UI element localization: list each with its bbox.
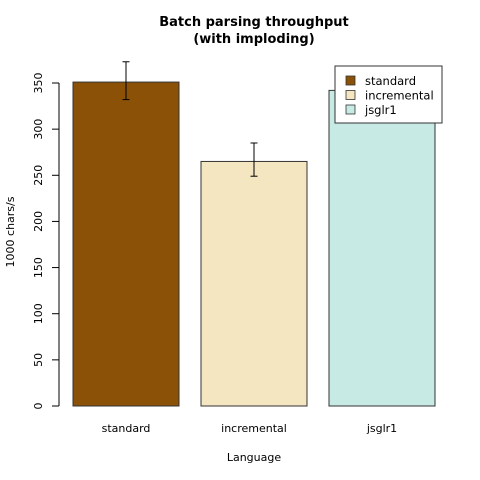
x-axis-labels: standard incremental jsglr1 <box>102 422 398 435</box>
error-bar-incremental <box>250 142 258 177</box>
y-tick-label-200: 200 <box>32 211 45 232</box>
y-tick-label-0: 0 <box>32 403 45 410</box>
legend-entry-standard: standard <box>345 74 416 88</box>
bars-group <box>72 81 436 407</box>
y-tick-label-350: 350 <box>32 73 45 94</box>
y-tick-label-150: 150 <box>32 257 45 278</box>
legend-label-jsglr1: jsglr1 <box>364 103 397 117</box>
error-bars-group <box>122 61 258 177</box>
y-tick-label-250: 250 <box>32 165 45 186</box>
legend-label-standard: standard <box>365 74 416 88</box>
y-axis: 0 50 100 150 200 250 300 350 <box>32 73 60 410</box>
x-tick-label-standard: standard <box>102 422 151 435</box>
error-bar-standard <box>122 61 130 101</box>
y-tick-label-50: 50 <box>32 353 45 367</box>
bar-jsglr1 <box>328 89 436 407</box>
legend-entry-jsglr1: jsglr1 <box>345 103 397 117</box>
chart-title-line-2: (with imploding) <box>193 32 314 47</box>
bar-incremental <box>200 160 308 407</box>
x-tick-label-incremental: incremental <box>221 422 287 435</box>
y-tick-label-100: 100 <box>32 303 45 324</box>
y-tick-label-300: 300 <box>32 119 45 140</box>
legend-swatch-jsglr1 <box>345 104 356 115</box>
legend-swatch-standard <box>345 75 356 86</box>
y-axis-label: 1000 chars/s <box>4 196 17 267</box>
bar-standard <box>72 81 180 407</box>
x-tick-label-jsglr1: jsglr1 <box>366 422 397 435</box>
legend-entry-incremental: incremental <box>345 89 434 103</box>
chart-title-line-1: Batch parsing throughput <box>159 15 349 30</box>
x-axis-label: Language <box>227 451 282 464</box>
legend-swatch-incremental <box>345 90 356 100</box>
legend-label-incremental: incremental <box>365 89 434 103</box>
